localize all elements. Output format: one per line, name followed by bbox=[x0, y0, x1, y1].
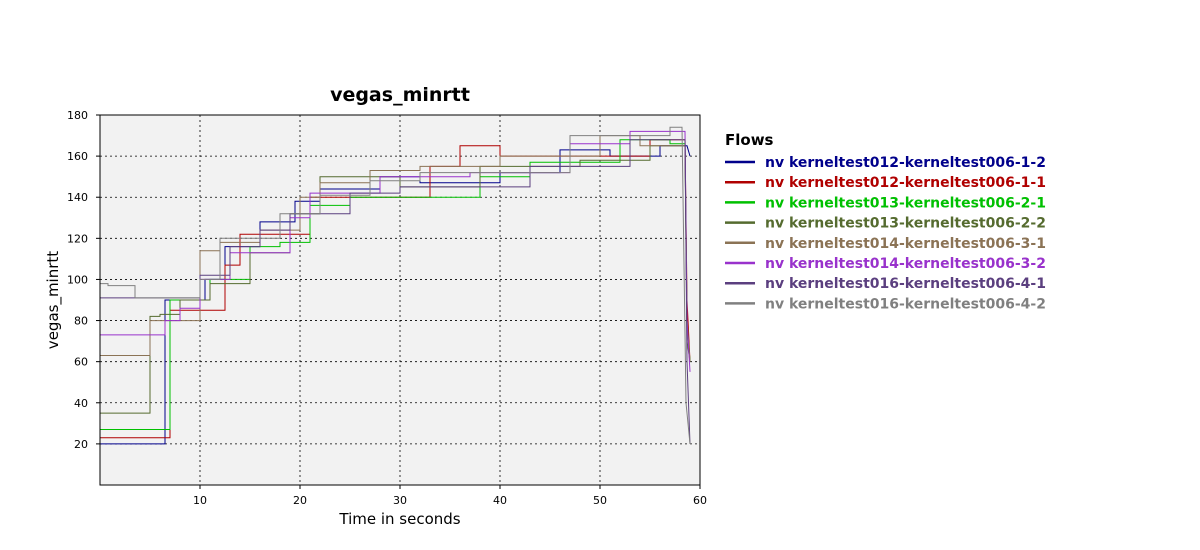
y-tick-label: 180 bbox=[67, 109, 88, 122]
y-tick-label: 100 bbox=[67, 273, 88, 286]
y-tick-label: 60 bbox=[74, 356, 88, 369]
x-tick-label: 20 bbox=[293, 494, 307, 507]
legend-label: nv kerneltest016-kerneltest006-4-2 bbox=[765, 296, 1046, 312]
legend-label: nv kerneltest012-kerneltest006-1-2 bbox=[765, 155, 1046, 171]
legend-label: nv kerneltest012-kerneltest006-1-1 bbox=[765, 175, 1046, 191]
x-tick-label: 60 bbox=[693, 494, 707, 507]
legend-title: Flows bbox=[725, 131, 774, 149]
y-tick-label: 80 bbox=[74, 315, 88, 328]
y-tick-label: 40 bbox=[74, 397, 88, 410]
x-tick-label: 40 bbox=[493, 494, 507, 507]
chart-title: vegas_minrtt bbox=[330, 84, 470, 106]
legend-label: nv kerneltest014-kerneltest006-3-1 bbox=[765, 236, 1046, 252]
x-axis-ticks: 10 20 30 40 50 60 bbox=[193, 485, 707, 507]
y-tick-label: 140 bbox=[67, 191, 88, 204]
y-axis-label: vegas_minrtt bbox=[44, 251, 63, 349]
y-axis-ticks: 20 40 60 80 100 120 140 160 180 bbox=[67, 109, 100, 451]
series-line-8 bbox=[100, 126, 691, 444]
legend-label: nv kerneltest016-kerneltest006-4-1 bbox=[765, 276, 1046, 292]
x-tick-label: 10 bbox=[193, 494, 207, 507]
legend-label: nv kerneltest013-kerneltest006-2-2 bbox=[765, 216, 1046, 232]
x-tick-label: 30 bbox=[393, 494, 407, 507]
legend-label: nv kerneltest013-kerneltest006-2-1 bbox=[765, 195, 1046, 211]
y-tick-label: 160 bbox=[67, 150, 88, 163]
legend: nv kerneltest012-kerneltest006-1-2 nv ker… bbox=[725, 155, 1046, 312]
y-tick-label: 120 bbox=[67, 232, 88, 245]
x-axis-label: Time in seconds bbox=[338, 510, 460, 528]
series-line-2 bbox=[100, 139, 691, 439]
legend-label: nv kerneltest014-kerneltest006-3-2 bbox=[765, 256, 1046, 272]
y-tick-label: 20 bbox=[74, 438, 88, 451]
series-lines bbox=[100, 126, 691, 445]
x-tick-label: 50 bbox=[593, 494, 607, 507]
